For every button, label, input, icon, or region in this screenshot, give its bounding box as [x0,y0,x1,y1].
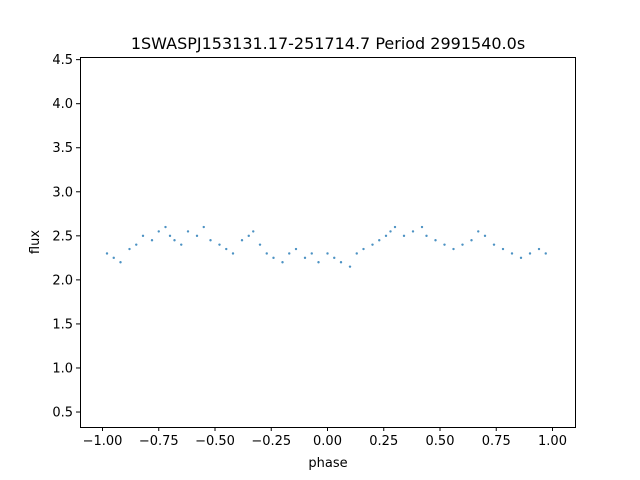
data-point [528,252,532,255]
data-point [461,243,464,246]
data-point [105,252,109,255]
data-point [333,256,336,260]
data-point [310,252,313,255]
data-point [195,234,199,238]
data-point [186,230,190,233]
y-tick-label: 4.0 [52,97,73,112]
data-point [452,247,455,251]
x-tick-label: 1.00 [538,434,567,449]
data-point [378,239,381,242]
data-point [492,243,496,246]
data-point [168,234,172,238]
data-point [544,252,547,255]
data-point [443,243,446,246]
x-tick-label: −0.50 [195,434,235,449]
data-point [425,234,428,238]
x-tick-label: −0.25 [251,434,291,449]
data-point [420,225,424,229]
data-point [371,243,374,246]
data-point [477,230,480,233]
data-point [119,261,122,264]
data-point [128,247,131,251]
data-point [150,239,154,242]
x-tick-label: −1.00 [83,434,123,449]
data-point [362,247,365,251]
x-tick-label: 0.25 [369,434,398,449]
data-point [501,247,505,251]
data-point [265,252,268,255]
data-point [355,252,358,255]
data-point [173,239,176,242]
chart-title: 1SWASPJ153131.17-251714.7 Period 2991540… [131,34,525,53]
x-axis: −1.00 −0.75 −0.50 −0.25 0.00 0.25 0.50 0.75 1.00 [83,427,567,449]
data-point [393,225,397,229]
data-point [157,230,160,233]
data-point [112,256,115,260]
data-point [510,252,514,255]
x-axis-title: phase [308,456,347,471]
data-point [247,234,250,238]
y-tick-label: 3.5 [52,141,73,156]
data-point [281,261,284,264]
data-point [202,225,205,229]
data-point [519,256,523,260]
data-point [164,225,167,229]
x-tick-label: 0.00 [313,434,342,449]
y-tick-label: 1.0 [52,361,73,376]
data-point [252,230,255,233]
y-axis-title: flux [28,230,43,254]
data-point [272,256,275,260]
y-axis: 0.5 1.0 1.5 2.0 2.5 3.0 3.5 4.0 4.5 [52,53,80,421]
x-tick-label: 0.50 [426,434,455,449]
data-point [434,239,437,242]
y-tick-label: 0.5 [52,406,73,421]
data-point [258,243,262,246]
data-point [537,247,541,251]
data-point [389,230,392,233]
data-point [135,243,138,246]
data-point [483,234,487,238]
data-point [348,265,352,268]
data-point [180,243,183,246]
y-tick-label: 2.0 [52,273,73,288]
data-point [141,234,145,238]
y-tick-label: 3.0 [52,185,73,200]
data-point [303,256,307,260]
x-tick-label: 0.75 [482,434,511,449]
data-point [402,234,406,238]
data-point [288,252,291,255]
data-point [225,247,228,251]
x-tick-label: −0.75 [139,434,179,449]
data-point [339,261,343,264]
y-tick-label: 2.5 [52,229,73,244]
data-point [231,252,235,255]
data-points [105,225,547,268]
y-tick-label: 1.5 [52,317,73,332]
y-tick-label: 4.5 [52,53,73,68]
data-point [317,261,320,264]
data-point [218,243,221,246]
data-point [470,239,473,242]
data-point [411,230,415,233]
data-point [326,252,329,255]
data-point [384,234,388,238]
data-point [209,239,212,242]
data-point [294,247,298,251]
data-point [240,239,244,242]
